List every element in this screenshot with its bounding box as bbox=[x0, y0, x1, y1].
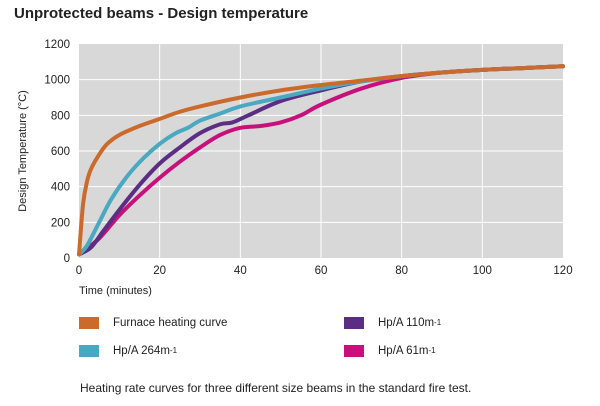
y-axis-label: Design Temperature (°C) bbox=[17, 90, 29, 212]
x-tick-label: 0 bbox=[76, 265, 82, 277]
x-tick-label: 100 bbox=[473, 265, 492, 277]
y-tick-label: 400 bbox=[51, 182, 70, 194]
x-tick-label: 20 bbox=[153, 265, 166, 277]
y-tick-label: 1200 bbox=[44, 39, 70, 51]
y-tick-label: 0 bbox=[64, 253, 70, 265]
x-tick-label: 60 bbox=[315, 265, 328, 277]
series-lines bbox=[77, 64, 565, 257]
y-tick-label: 1000 bbox=[44, 75, 70, 87]
y-tick-label: 600 bbox=[51, 146, 70, 158]
y-tick-label: 200 bbox=[51, 217, 70, 229]
chart-caption: Heating rate curves for three different … bbox=[80, 381, 472, 395]
y-tick-label: 800 bbox=[51, 110, 70, 122]
series-line-0 bbox=[77, 64, 565, 257]
y-axis-ticks: 0 200 400 600 800 1000 1200 bbox=[44, 39, 70, 265]
x-axis-label: Time (minutes) bbox=[79, 285, 152, 297]
x-tick-label: 80 bbox=[395, 265, 408, 277]
chart-title: Unprotected beams - Design temperature bbox=[14, 5, 309, 22]
x-tick-label: 40 bbox=[234, 265, 247, 277]
x-axis-ticks: 0 20 40 60 80 100 120 bbox=[76, 265, 573, 277]
x-tick-label: 120 bbox=[553, 265, 572, 277]
